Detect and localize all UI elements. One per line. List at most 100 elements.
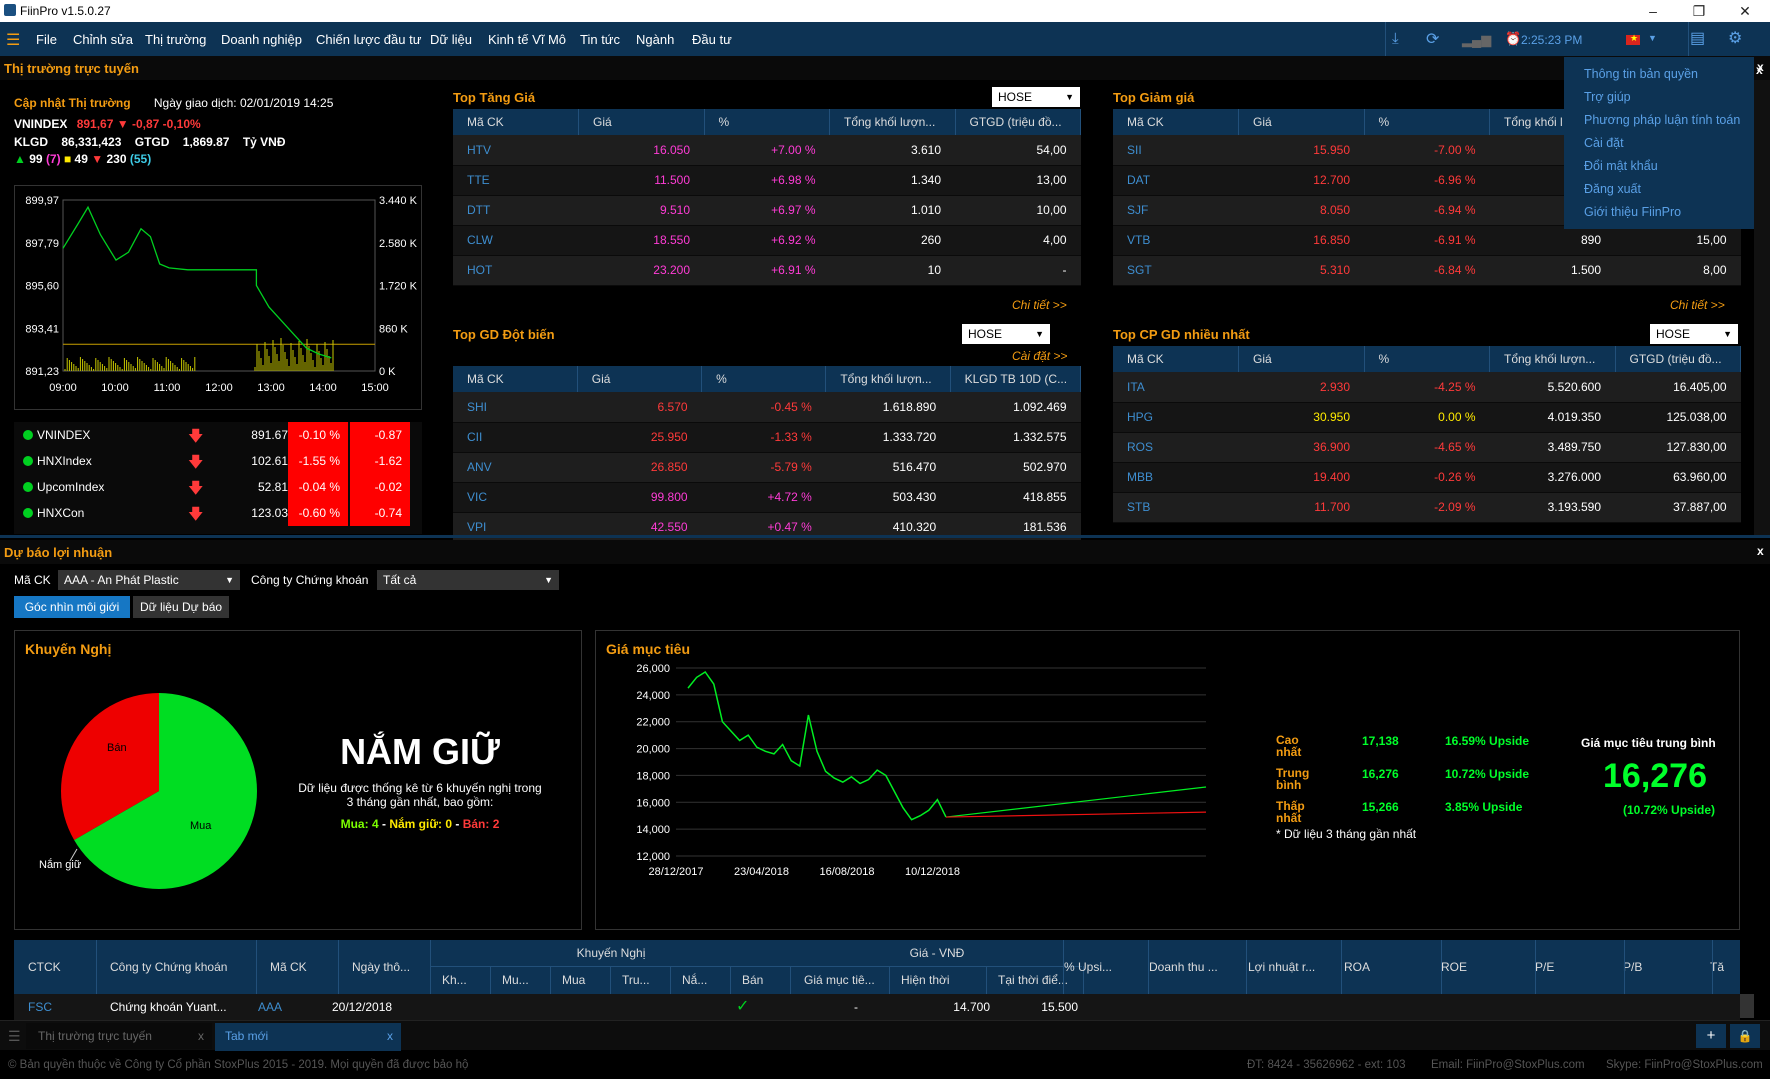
top-gain-detail-link[interactable]: Chi tiết >> bbox=[1012, 298, 1067, 312]
table-row[interactable]: ANV 26.850 -5.79 % 516.470 502.970 bbox=[453, 452, 1081, 483]
column-header[interactable]: ROA bbox=[1344, 960, 1371, 974]
column-header[interactable]: Công ty Chứng khoán bbox=[110, 960, 228, 974]
column-header[interactable]: Mua bbox=[562, 973, 586, 987]
table-row[interactable]: ROS 36.900 -4.65 % 3.489.750 127.830,00 bbox=[1113, 432, 1741, 463]
column-header[interactable]: Mã CK bbox=[270, 960, 307, 974]
refresh-icon[interactable]: ⟳ bbox=[1426, 31, 1440, 48]
tab-forecast-data[interactable]: Dữ liệu Dự báo bbox=[133, 596, 229, 618]
table-row[interactable]: ITA 2.930 -4.25 % 5.520.600 16.405,00 bbox=[1113, 372, 1741, 403]
index-row[interactable]: UpcomIndex 🡇 52.81 -0.04 % -0.02 bbox=[14, 474, 422, 500]
tab-market-online[interactable]: Thị trường trực tuyến x bbox=[26, 1023, 212, 1049]
column-header[interactable]: GTGD (triệu đồ... bbox=[955, 109, 1081, 135]
menu-market[interactable]: Thị trường bbox=[145, 32, 207, 47]
close-tab-icon[interactable]: x bbox=[198, 1029, 204, 1043]
top-gain-exchange-select[interactable]: HOSE ▼ bbox=[992, 87, 1080, 107]
index-row[interactable]: HNXIndex 🡇 102.61 -1.55 % -1.62 bbox=[14, 448, 422, 474]
table-row[interactable]: HTV 16.050 +7.00 % 3.610 54,00 bbox=[453, 135, 1081, 166]
settings-menu-item[interactable]: Phương pháp luận tính toán bbox=[1584, 113, 1741, 127]
settings-menu-item[interactable]: Đăng xuất bbox=[1584, 182, 1641, 196]
table-row[interactable]: TTE 11.500 +6.98 % 1.340 13,00 bbox=[453, 165, 1081, 196]
table-row[interactable]: VIC 99.800 +4.72 % 503.430 418.855 bbox=[453, 482, 1081, 513]
column-header[interactable]: GTGD (triệu đồ... bbox=[1615, 346, 1741, 372]
bottom-table-scrollbar[interactable] bbox=[1740, 994, 1754, 1018]
menu-strategy[interactable]: Chiến lược đầu tư bbox=[316, 32, 422, 47]
table-row[interactable]: HPG 30.950 0.00 % 4.019.350 125.038,00 bbox=[1113, 402, 1741, 433]
tab-broker-view[interactable]: Góc nhìn môi giới bbox=[14, 596, 130, 618]
column-header[interactable]: % Upsi... bbox=[1064, 960, 1113, 974]
footer-email[interactable]: Email: FiinPro@StoxPlus.com bbox=[1431, 1059, 1585, 1071]
broker-select[interactable]: Tất cả ▼ bbox=[377, 570, 559, 590]
column-header[interactable]: % bbox=[1364, 109, 1490, 135]
column-header[interactable]: Giá bbox=[578, 109, 705, 135]
column-header[interactable]: Tổng khối lượn... bbox=[825, 366, 951, 392]
column-header[interactable]: Ngày thô... bbox=[352, 960, 411, 974]
column-header[interactable]: Mã CK bbox=[1113, 109, 1239, 135]
menu-edit[interactable]: Chỉnh sửa bbox=[73, 32, 134, 47]
index-row[interactable]: VNINDEX 🡇 891.67 -0.10 % -0.87 bbox=[14, 422, 422, 448]
menu-news[interactable]: Tin tức bbox=[580, 32, 621, 47]
column-header[interactable]: Kh... bbox=[442, 973, 467, 987]
table-row[interactable]: CLW 18.550 +6.92 % 260 4,00 bbox=[453, 225, 1081, 256]
column-header[interactable]: P/E bbox=[1535, 960, 1555, 974]
minimize-icon[interactable]: – bbox=[1649, 3, 1657, 19]
column-header[interactable]: Mu... bbox=[502, 973, 529, 987]
menu-company[interactable]: Doanh nghiệp bbox=[221, 32, 302, 47]
column-header[interactable]: % bbox=[704, 109, 830, 135]
hamburger-icon[interactable]: ☰ bbox=[6, 32, 21, 49]
top-loss-detail-link[interactable]: Chi tiết >> bbox=[1670, 298, 1725, 312]
top-spike-settings-link[interactable]: Cài đặt >> bbox=[1012, 349, 1068, 363]
settings-menu-item[interactable]: Cài đặt bbox=[1584, 136, 1624, 150]
maximize-icon[interactable]: ❐ bbox=[1692, 3, 1706, 19]
column-header[interactable]: Mã CK bbox=[1113, 346, 1239, 372]
column-header[interactable]: Giá mục tiê... bbox=[804, 973, 875, 987]
column-header[interactable]: Giá bbox=[1238, 346, 1365, 372]
column-header[interactable]: % bbox=[701, 366, 827, 392]
close-section-icon[interactable]: x bbox=[1756, 63, 1763, 77]
table-row[interactable]: SHI 6.570 -0.45 % 1.618.890 1.092.469 bbox=[453, 392, 1081, 423]
column-header[interactable]: Lợi nhuật r... bbox=[1248, 960, 1316, 974]
bottom-table-row[interactable]: FSC Chứng khoán Yuant... AAA 20/12/2018 ✓ - 14… bbox=[14, 994, 1740, 1020]
close-section-icon[interactable]: x bbox=[1757, 544, 1764, 558]
menu-macro[interactable]: Kinh tế Vĩ Mô bbox=[488, 32, 567, 47]
gear-icon[interactable]: ⚙ bbox=[1728, 30, 1743, 47]
footer-skype[interactable]: Skype: FiinPro@StoxPlus.com bbox=[1606, 1059, 1763, 1071]
column-header[interactable]: Mã CK bbox=[453, 109, 579, 135]
column-header[interactable]: Tổng khối lượn... bbox=[829, 109, 956, 135]
table-row[interactable]: SGT 5.310 -6.84 % 1.500 8,00 bbox=[1113, 255, 1741, 286]
close-icon[interactable]: ✕ bbox=[1739, 3, 1751, 19]
column-header[interactable]: Tă bbox=[1710, 960, 1725, 974]
column-header[interactable]: Giá bbox=[577, 366, 703, 392]
table-row[interactable]: STB 11.700 -2.09 % 3.193.590 37.887,00 bbox=[1113, 492, 1741, 523]
download-icon[interactable]: ⤓ bbox=[1392, 30, 1399, 47]
settings-menu-item[interactable]: Đổi mật khẩu bbox=[1584, 159, 1658, 173]
column-header[interactable]: KLGD TB 10D (C... bbox=[950, 366, 1082, 392]
index-row[interactable]: HNXCon 🡇 123.03 -0.60 % -0.74 bbox=[14, 500, 422, 526]
signal-icon[interactable]: ▂▄▆ bbox=[1462, 32, 1492, 47]
tabs-menu-icon[interactable]: ☰ bbox=[8, 1028, 21, 1044]
vietnam-flag-icon[interactable]: ★ bbox=[1626, 33, 1640, 45]
column-header[interactable]: Doanh thu ... bbox=[1149, 960, 1218, 974]
table-row[interactable]: CII 25.950 -1.33 % 1.333.720 1.332.575 bbox=[453, 422, 1081, 453]
column-header[interactable]: P/B bbox=[1623, 960, 1643, 974]
lock-icon[interactable]: 🔒 bbox=[1730, 1024, 1760, 1048]
column-header[interactable]: Tổng khối lượn... bbox=[1489, 346, 1616, 372]
column-header[interactable]: % bbox=[1364, 346, 1490, 372]
column-header[interactable]: ROE bbox=[1441, 960, 1468, 974]
column-header[interactable]: Tru... bbox=[622, 973, 650, 987]
table-row[interactable]: DTT 9.510 +6.97 % 1.010 10,00 bbox=[453, 195, 1081, 226]
column-header[interactable]: Giá bbox=[1238, 109, 1365, 135]
top-volume-exchange-select[interactable]: HOSE ▼ bbox=[1650, 324, 1738, 344]
chevron-down-icon[interactable]: ▼ bbox=[1648, 33, 1657, 43]
ticker-select[interactable]: AAA - An Phát Plastic ▼ bbox=[58, 570, 240, 590]
menu-data[interactable]: Dữ liệu bbox=[430, 32, 472, 47]
table-row[interactable]: VTB 16.850 -6.91 % 890 15,00 bbox=[1113, 225, 1741, 256]
menu-industry[interactable]: Ngành bbox=[636, 32, 675, 47]
right-scrollbar[interactable] bbox=[1754, 80, 1770, 535]
settings-menu-item[interactable]: Trợ giúp bbox=[1584, 90, 1631, 104]
menu-invest[interactable]: Đầu tư bbox=[692, 32, 732, 47]
settings-menu-item[interactable]: Thông tin bản quyền bbox=[1584, 67, 1698, 81]
close-section-icon[interactable]: x bbox=[1757, 60, 1764, 74]
menu-file[interactable]: File bbox=[36, 32, 57, 47]
table-row[interactable]: HOT 23.200 +6.91 % 10- bbox=[453, 255, 1081, 286]
settings-menu-item[interactable]: Giới thiệu FiinPro bbox=[1584, 205, 1682, 219]
